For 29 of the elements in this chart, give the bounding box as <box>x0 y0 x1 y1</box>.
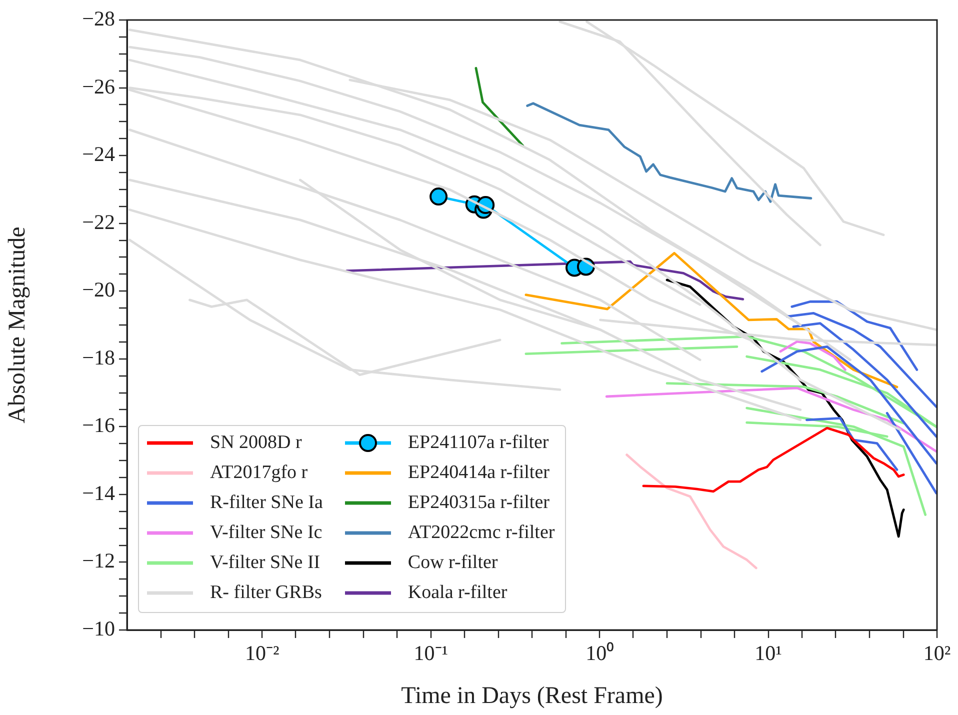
legend-label: V-filter SNe II <box>210 552 320 574</box>
legend-label: EP241107a r-filter <box>408 432 549 454</box>
x-tick-label: 10⁻² <box>245 641 280 666</box>
y-tick-label: −28 <box>82 6 115 31</box>
y-tick-label: −22 <box>82 210 115 234</box>
legend-label: V-filter SNe Ic <box>210 522 322 544</box>
legend-label: R- filter GRBs <box>210 582 322 604</box>
y-tick-label: −14 <box>82 480 116 505</box>
y-tick-label: −24 <box>82 142 116 166</box>
x-tick-label: 10⁻¹ <box>414 641 448 666</box>
legend-label: SN 2008D r <box>210 432 302 454</box>
legend-label: AT2017gfo r <box>210 462 308 484</box>
x-tick-label: 10⁰ <box>586 641 614 666</box>
y-tick-label: −16 <box>82 413 115 438</box>
y-tick-label: −10 <box>82 616 115 641</box>
y-tick-label: −18 <box>82 345 115 370</box>
y-tick-label: −12 <box>82 548 115 573</box>
legend-label: Koala r-filter <box>408 582 508 604</box>
y-tick-label: −26 <box>82 74 115 98</box>
legend-label: Cow r-filter <box>408 552 498 574</box>
y-axis-title: Absolute Magnitude <box>4 226 31 424</box>
legend-label: EP240414a r-filter <box>408 462 550 484</box>
legend-label: R-filter SNe Ia <box>210 492 323 514</box>
legend-label: EP240315a r-filter <box>408 492 550 514</box>
x-tick-label: 10¹ <box>754 641 782 666</box>
legend-label: AT2022cmc r-filter <box>408 522 555 544</box>
x-tick-label: 10² <box>923 641 951 666</box>
x-axis-title: Time in Days (Rest Frame) <box>401 682 663 709</box>
y-tick-label: −20 <box>82 278 115 302</box>
